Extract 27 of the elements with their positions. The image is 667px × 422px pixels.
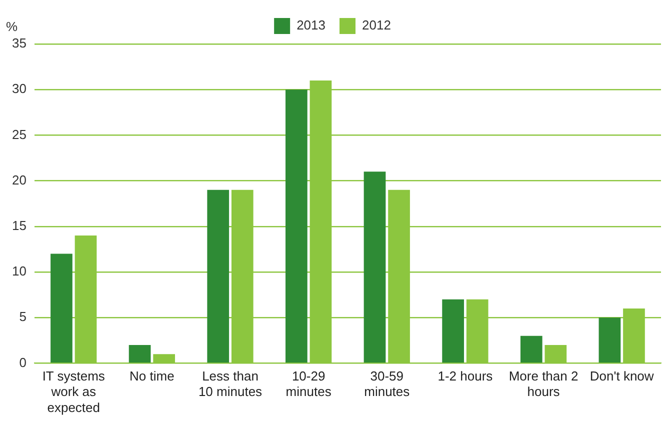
bar bbox=[598, 318, 621, 363]
y-tick-label: 15 bbox=[12, 218, 26, 233]
y-tick-label: 30 bbox=[12, 81, 26, 96]
bar bbox=[128, 344, 151, 363]
y-tick-label: 0 bbox=[19, 354, 26, 370]
x-tick-label: Less than 10 minutes bbox=[198, 368, 263, 400]
bar bbox=[50, 254, 72, 363]
y-tick-label: 10 bbox=[12, 264, 26, 279]
y-tick-label: 5 bbox=[19, 309, 26, 324]
legend-label: 2012 bbox=[362, 18, 391, 33]
x-tick-label: 1-2 hours bbox=[438, 368, 494, 384]
bar bbox=[442, 299, 464, 363]
x-tick-label: More than 2 hours bbox=[508, 368, 578, 400]
y-axis-title: % bbox=[6, 19, 18, 34]
bar bbox=[286, 90, 308, 363]
bar bbox=[364, 172, 386, 363]
bar bbox=[520, 336, 542, 363]
bar bbox=[207, 190, 230, 363]
legend-label: 2013 bbox=[296, 18, 326, 33]
y-tick-label: 35 bbox=[12, 36, 26, 51]
x-tick-label: Don't know bbox=[590, 368, 654, 384]
x-tick-label: 10-29 minutes bbox=[286, 368, 332, 400]
x-tick-label: 30-59 minutes bbox=[364, 368, 410, 400]
x-tick-label: No time bbox=[130, 368, 174, 384]
x-tick-label: IT systems work as expected bbox=[42, 368, 106, 415]
y-tick-label: 25 bbox=[12, 126, 26, 142]
y-tick-label: 20 bbox=[12, 172, 26, 188]
